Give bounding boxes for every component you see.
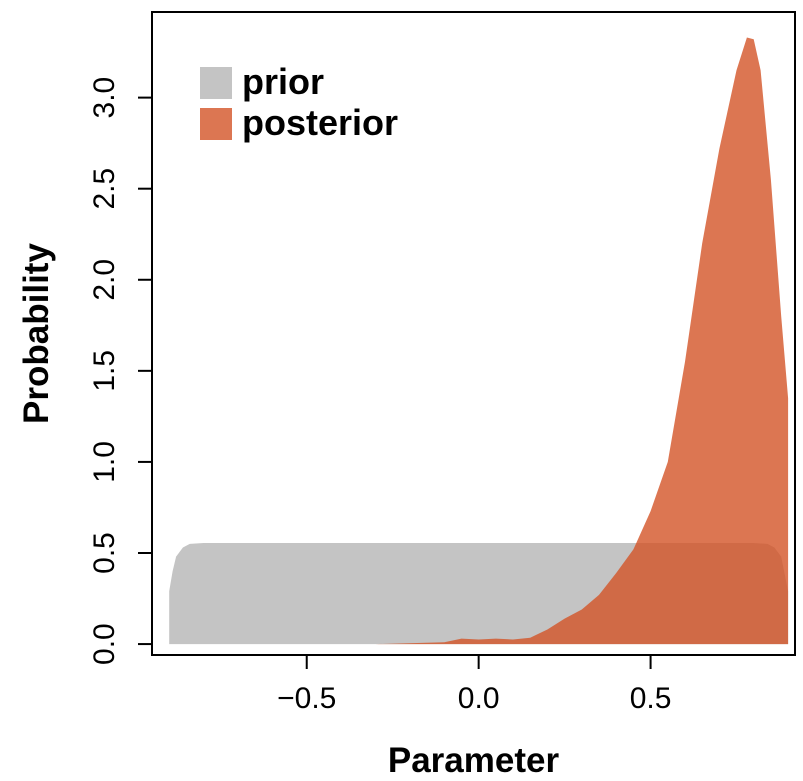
y-tick-label: 1.5 (88, 350, 121, 392)
y-tick-label: 0.5 (88, 532, 121, 574)
density-area-posterior (375, 37, 789, 645)
legend-label-prior: prior (242, 61, 324, 102)
y-tick-label: 3.0 (88, 77, 121, 119)
x-tick-label: 0.0 (458, 682, 500, 715)
x-tick-label: 0.5 (630, 682, 672, 715)
x-axis: −0.5 0.0 0.5 (277, 654, 672, 715)
legend-label-posterior: posterior (242, 102, 398, 143)
legend-swatch-prior (200, 67, 232, 99)
y-tick-label: 0.0 (88, 623, 121, 665)
y-tick-label: 2.5 (88, 168, 121, 210)
y-tick-label: 1.0 (88, 441, 121, 483)
x-tick-label: −0.5 (277, 682, 336, 715)
y-axis: 0.0 0.5 1.0 1.5 2.0 2.5 3.0 (88, 77, 153, 665)
legend-swatch-posterior (200, 108, 232, 140)
density-areas (169, 37, 789, 645)
y-tick-label: 2.0 (88, 259, 121, 301)
y-axis-title: Probability (17, 243, 56, 424)
x-axis-title: Parameter (388, 741, 560, 780)
